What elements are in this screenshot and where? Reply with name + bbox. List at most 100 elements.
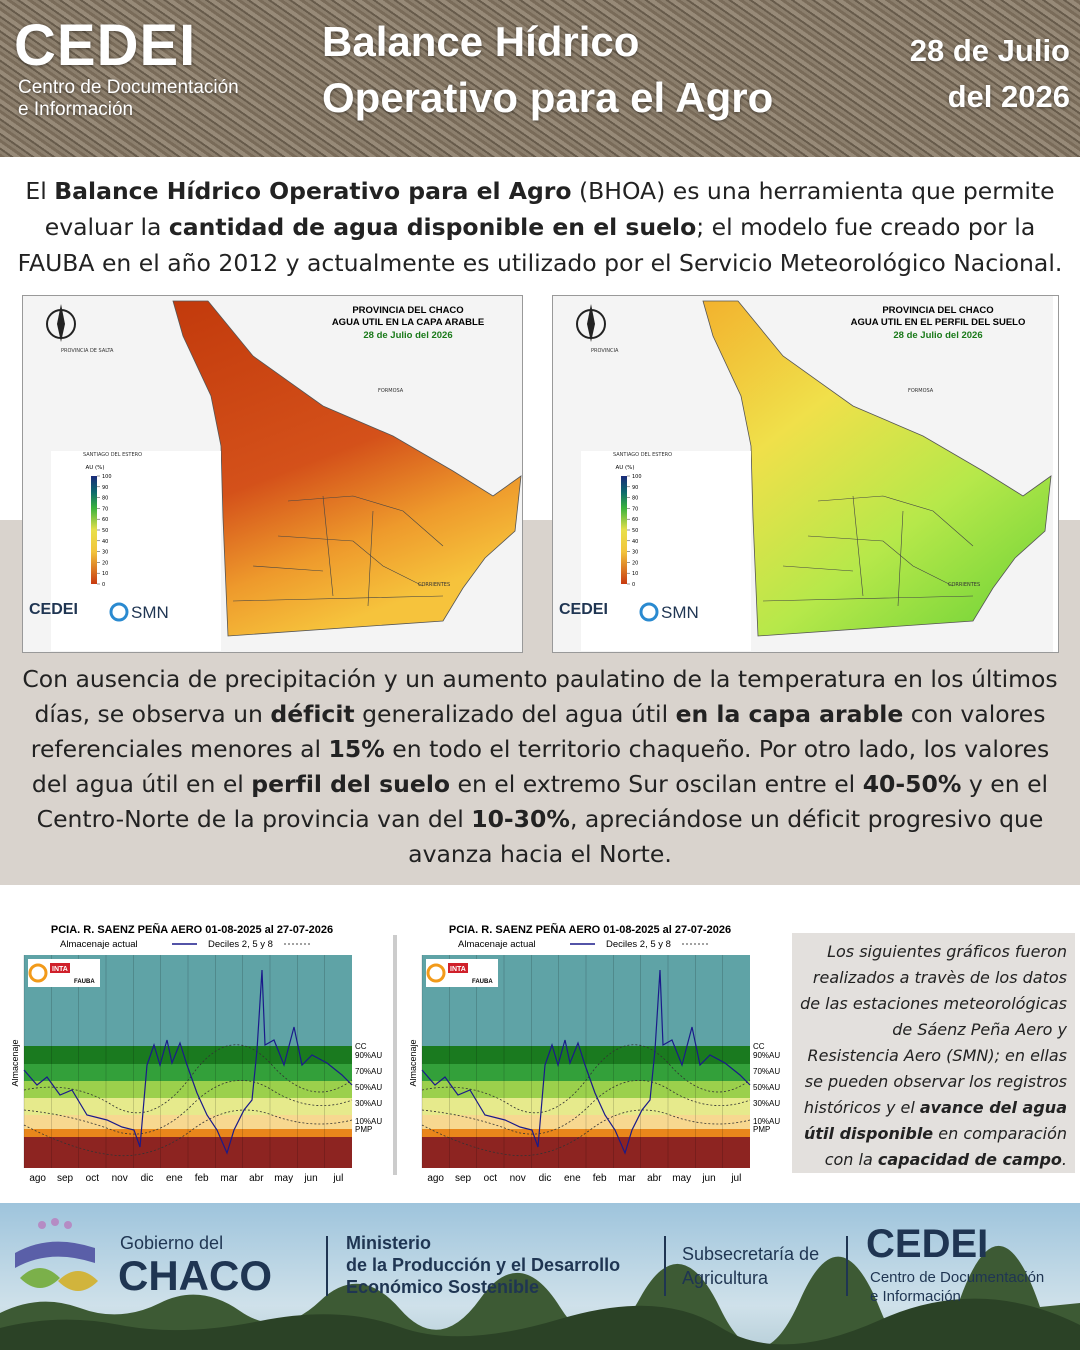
compass-needle <box>587 304 595 342</box>
level-label: 90%AU <box>355 1051 382 1060</box>
text: ; el modelo fue creado por la FAUBA en e… <box>17 213 1063 277</box>
decile-line <box>421 1044 751 1114</box>
month-label: nov <box>510 1173 526 1184</box>
text: Centro de Documentación <box>18 77 239 98</box>
legend-label: Almacenaje actual <box>458 939 536 950</box>
month-label: dic <box>539 1173 552 1184</box>
text: 28 de Julio <box>909 33 1070 68</box>
logo-smn-icon <box>109 602 129 622</box>
month-label: oct <box>484 1173 498 1184</box>
legend-tick-label: 10 <box>102 571 108 577</box>
level-band <box>24 1064 352 1081</box>
title: Balance Hídrico Operativo para el Agro <box>322 14 773 126</box>
colorbar <box>621 476 627 584</box>
text: Centro de Documentación <box>870 1269 1045 1286</box>
level-band <box>24 1137 352 1168</box>
level-label: 30%AU <box>355 1099 382 1108</box>
separator <box>664 1236 666 1296</box>
level-band <box>422 1129 750 1137</box>
separator <box>846 1236 848 1296</box>
bold-text: 15% <box>328 735 385 763</box>
legend-tick-label: 70 <box>102 506 108 512</box>
map-subtitle: AGUA UTIL EN LA CAPA ARABLE <box>332 317 484 328</box>
text: generalizado del agua útil <box>354 700 676 728</box>
level-label: 50%AU <box>355 1083 382 1092</box>
level-band <box>422 1115 750 1129</box>
decile-line <box>23 1080 353 1135</box>
map-title: PROVINCIA DEL CHACO <box>352 305 463 316</box>
map-date: 28 de Julio del 2026 <box>893 330 982 341</box>
logo-fauba: FAUBA <box>472 979 493 985</box>
legend-tick-label: 70 <box>632 506 638 512</box>
bold-text: 10-30% <box>471 805 570 833</box>
legend-tick-label: 60 <box>102 517 108 523</box>
level-band <box>422 1098 750 1115</box>
legend-tick-label: 80 <box>632 496 638 502</box>
text: Subsecretaría de <box>682 1244 820 1264</box>
legend-tick-label: 20 <box>102 560 108 566</box>
gov-logo <box>15 1218 98 1291</box>
legend-tick-label: 0 <box>632 582 635 588</box>
month-label: sep <box>57 1173 74 1184</box>
level-label: 50%AU <box>753 1083 780 1092</box>
month-label: feb <box>593 1173 607 1184</box>
place-label: SANTIAGO DEL ESTERO <box>83 452 142 458</box>
place-label: PROVINCIA <box>591 348 619 354</box>
logo-smn: SMN <box>131 603 169 622</box>
cedei: CEDEI <box>866 1222 989 1266</box>
tree-line <box>0 1298 1080 1350</box>
place-label: SANTIAGO DEL ESTERO <box>613 452 672 458</box>
month-label: jul <box>730 1173 741 1184</box>
month-label: may <box>274 1173 293 1184</box>
level-band <box>24 1081 352 1098</box>
logo-inta-bg <box>448 963 468 973</box>
month-label: ago <box>29 1173 46 1184</box>
level-label: PMP <box>753 1125 770 1134</box>
level-label: 90%AU <box>753 1051 780 1060</box>
bold-text: 40-50% <box>862 770 962 798</box>
level-label: 70%AU <box>355 1067 382 1076</box>
place-label: CORRIENTES <box>948 582 980 588</box>
map-date: 28 de Julio del 2026 <box>363 330 452 341</box>
legend-tick-label: 20 <box>632 560 638 566</box>
month-label: ago <box>427 1173 444 1184</box>
logo-cedei: CEDEI <box>29 601 78 618</box>
legend-label: Almacenaje actual <box>60 939 138 950</box>
level-label: 10%AU <box>753 1117 780 1126</box>
text: Ministerio <box>346 1233 432 1253</box>
separator <box>326 1236 328 1296</box>
place-label: PROVINCIA DE SALTA <box>61 348 114 354</box>
chart: PCIA. R. SAENZ PEÑA AERO 01-08-2025 al 2… <box>410 923 780 1184</box>
logo-fauba: FAUBA <box>74 979 95 985</box>
legend-area <box>51 451 221 651</box>
trees <box>0 1218 1080 1350</box>
text: Agricultura <box>682 1268 769 1288</box>
place-label: CORRIENTES <box>418 582 450 588</box>
gov: Gobierno del <box>120 1233 224 1253</box>
chart-title: PCIA. R. SAENZ PEÑA AERO 01-08-2025 al 2… <box>51 923 333 936</box>
text: en el extremo Sur oscilan entre el <box>450 770 863 798</box>
cedei-sub: Centro de Documentación e Información <box>870 1268 1044 1306</box>
month-label: feb <box>195 1173 209 1184</box>
text: de la Producción y el Desarrollo <box>346 1255 621 1275</box>
y-axis-label: Almacenaje <box>410 1039 418 1086</box>
ministry: Ministerio de la Producción y el Desarrol… <box>346 1232 620 1298</box>
logo-inta: INTA <box>450 966 466 973</box>
logo-smn: SMN <box>661 603 699 622</box>
text: Balance Hídrico <box>322 18 640 65</box>
level-band <box>24 1129 352 1137</box>
month-label: jun <box>303 1173 317 1184</box>
map-subtitle: AGUA UTIL EN EL PERFIL DEL SUELO <box>851 317 1026 328</box>
place-label: FORMOSA <box>908 388 934 394</box>
legend-tick-label: 30 <box>102 550 108 556</box>
legend-tick-label: 40 <box>102 539 108 545</box>
month-label: jun <box>701 1173 715 1184</box>
chart: PCIA. R. SAENZ PEÑA AERO 01-08-2025 al 2… <box>12 923 382 1184</box>
month-label: mar <box>220 1173 238 1184</box>
text: e Información <box>18 99 134 120</box>
storage-line <box>23 969 353 1155</box>
level-label: CC <box>355 1042 367 1051</box>
text: e Información <box>870 1288 961 1305</box>
map-title: PROVINCIA DEL CHACO <box>882 305 993 316</box>
level-label: CC <box>753 1042 765 1051</box>
